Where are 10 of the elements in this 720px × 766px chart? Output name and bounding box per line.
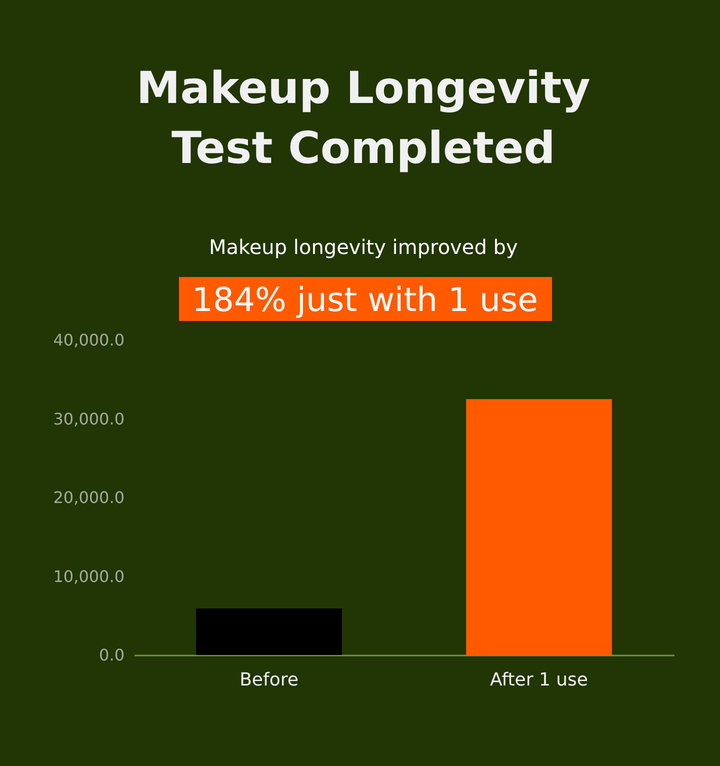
y-tick-label: 20,000.0 [53,488,124,507]
y-tick-label: 30,000.0 [53,409,124,428]
y-tick-label: 0.0 [99,646,124,664]
y-tick-label: 40,000.0 [53,330,124,350]
text: 184% just with 1 use [192,280,538,319]
x-tick-label: Before [240,670,298,690]
chart-title: Makeup Longevity Test Completed [136,63,590,174]
x-tick-label: After 1 use [490,670,588,690]
y-tick-label: 10,000.0 [53,566,124,586]
chart-subtitle: Makeup longevity improved by [208,235,518,259]
